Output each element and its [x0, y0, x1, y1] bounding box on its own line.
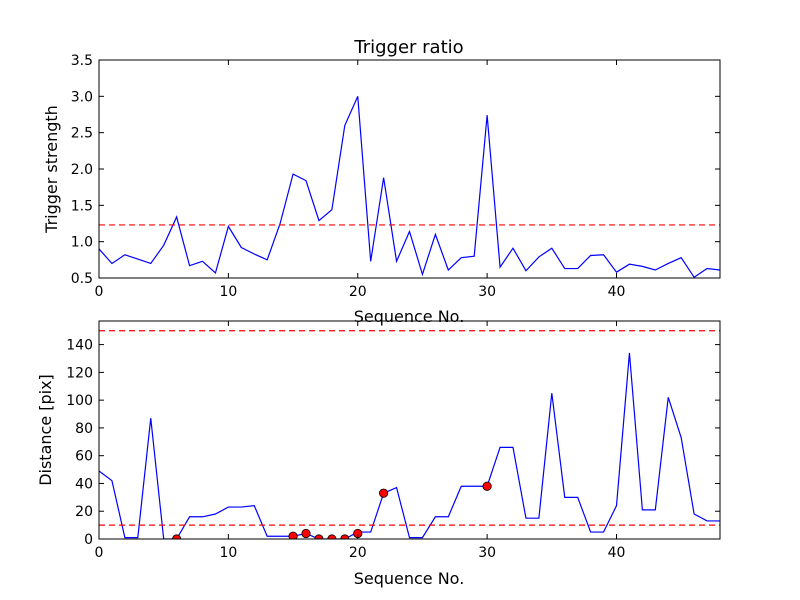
plot-layer: [99, 330, 720, 539]
marker-point: [379, 488, 389, 498]
trigger-ticks: 0 10 20 30 40 0.5 1.0 1.5 2.0 2.5 3.0 3.5: [71, 53, 720, 300]
y-tick-label: 80: [75, 421, 93, 437]
x-tick-label: 0: [95, 545, 104, 561]
y-tick-label: 0.5: [71, 271, 93, 287]
distance-y-axis-label: Distance [pix]: [36, 374, 55, 486]
trigger-ratio-panel: Trigger ratio 0 10 20 30 40 0.5 1.0 1.5 2.0 2.5 3.…: [42, 37, 721, 326]
trigger-plot-area: [99, 96, 720, 278]
distance-x-axis-label: Sequence No.: [354, 569, 465, 588]
y-tick-label: 2.5: [71, 126, 93, 142]
y-tick-label: 100: [66, 393, 93, 409]
plot-layer: [99, 96, 720, 278]
distance-panel: 0 10 20 30 40 0 20 40 60 80 100 120 140 Sequence No.…: [36, 320, 721, 588]
y-tick-label: 60: [75, 449, 93, 465]
marker-point: [301, 528, 311, 539]
trigger-y-axis-label: Trigger strength: [42, 105, 61, 234]
x-tick-label: 10: [219, 284, 237, 300]
marker-point: [482, 481, 492, 491]
y-tick-label: 20: [75, 504, 93, 520]
x-tick-label: 30: [478, 284, 496, 300]
x-tick-label: 10: [219, 545, 237, 561]
y-tick-label: 140: [66, 338, 93, 354]
y-tick-label: 3.0: [71, 89, 93, 105]
y-tick-label: 120: [66, 365, 93, 381]
x-tick-label: 20: [349, 284, 367, 300]
y-tick-label: 1.5: [71, 198, 93, 214]
y-tick-label: 2.0: [71, 162, 93, 178]
distance-ticks: 0 10 20 30 40 0 20 40 60 80 100 120 140: [66, 321, 720, 561]
chart-title: Trigger ratio: [353, 37, 463, 58]
x-tick-label: 30: [478, 545, 496, 561]
trigger-x-axis-label: Sequence No.: [354, 307, 465, 326]
x-tick-label: 40: [608, 284, 626, 300]
series-line-0: [99, 96, 720, 278]
series-line-0: [99, 352, 720, 539]
y-tick-label: 1.0: [71, 235, 93, 251]
x-tick-label: 40: [608, 545, 626, 561]
y-tick-label: 40: [75, 476, 93, 492]
y-tick-label: 0: [84, 532, 93, 548]
distance-plot-area: [99, 330, 720, 539]
x-tick-label: 0: [95, 284, 104, 300]
marker-point: [288, 531, 298, 539]
y-tick-label: 3.5: [71, 53, 93, 69]
distance-axes-frame: [98, 320, 721, 540]
x-tick-label: 20: [349, 545, 367, 561]
